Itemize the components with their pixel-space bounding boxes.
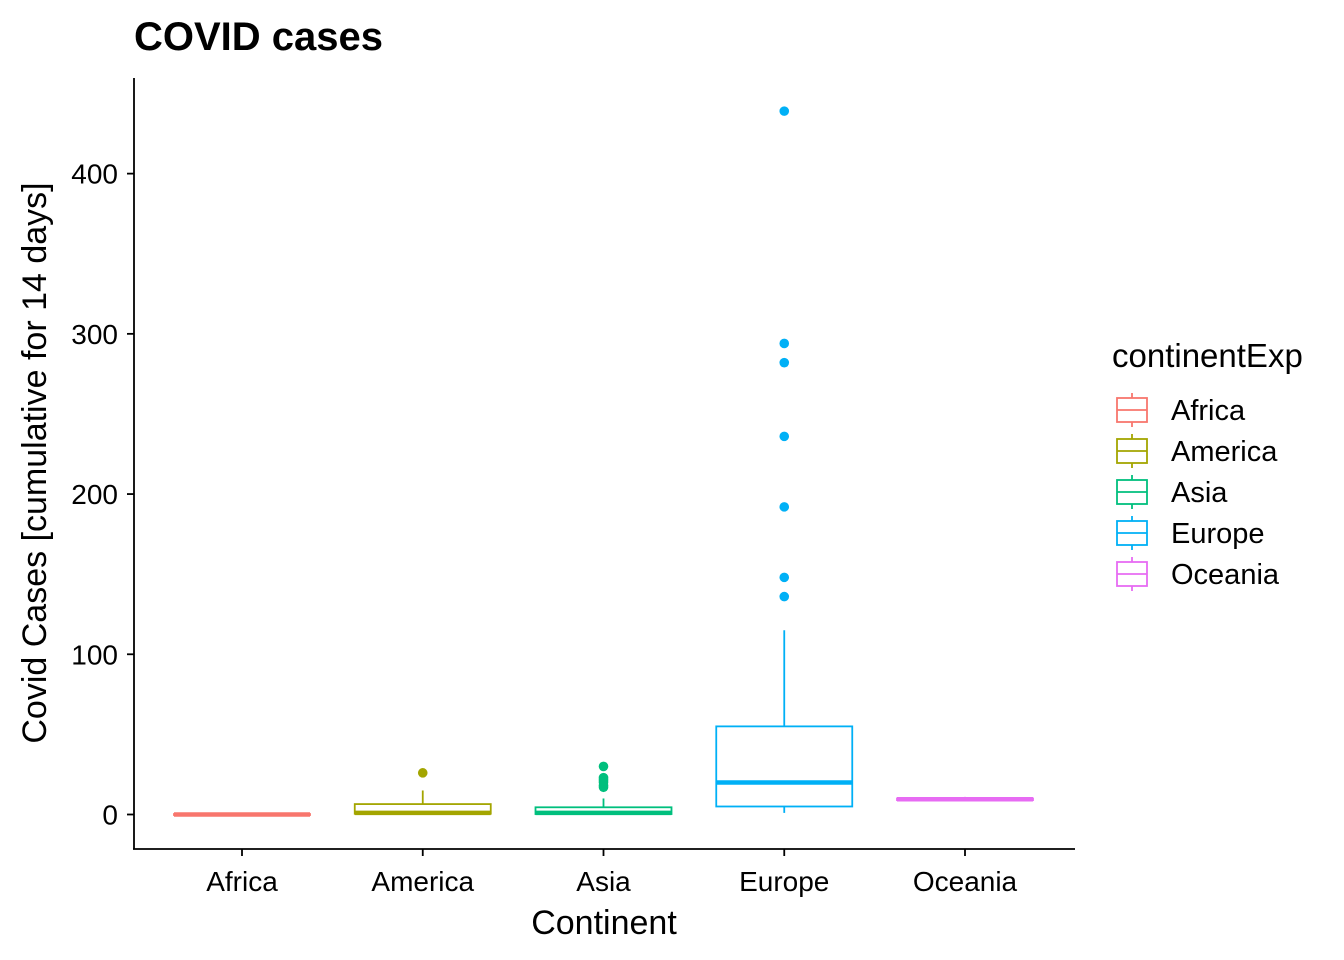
x-tick-label: Africa [206,866,278,897]
box-oceania [896,796,1034,802]
box-iqr [715,725,854,808]
outlier-point [779,338,790,349]
y-tick-label: 300 [71,319,118,350]
outlier-point [779,591,790,602]
y-tick-label: 200 [71,479,118,510]
outlier-point [779,431,790,442]
legend-label: Oceania [1171,559,1280,591]
box-africa [173,812,311,817]
y-axis-title: Covid Cases [cumulative for 14 days] [16,182,54,743]
outlier-point [779,106,790,116]
box-america [353,768,492,816]
outlier-point [598,772,609,783]
legend-label: America [1171,436,1278,468]
legend-item-oceania: Oceania [1116,557,1280,591]
legend-label: Asia [1171,477,1228,509]
y-axis-ticks: 0 100 200 300 400 [71,159,134,831]
legend: continentExp Africa America Asia Europe Ocea… [1112,337,1303,591]
legend-label: Africa [1171,395,1246,427]
legend-item-america: America [1116,434,1278,468]
outlier-point [779,572,790,583]
y-tick-label: 100 [71,639,118,670]
y-tick-label: 0 [102,800,118,831]
x-tick-label: Oceania [913,866,1018,897]
chart-title: COVID cases [134,15,383,59]
x-axis-title: Continent [531,904,677,942]
legend-item-europe: Europe [1116,516,1265,550]
legend-label: Europe [1171,518,1265,550]
outlier-point [779,502,790,512]
outlier-point [598,761,609,772]
outlier-point [779,357,790,368]
legend-item-asia: Asia [1116,475,1228,509]
legend-title: continentExp [1112,337,1303,374]
legend-item-africa: Africa [1116,393,1246,427]
y-tick-label: 400 [71,159,118,190]
box-asia [534,761,673,816]
box-europe [715,106,854,813]
outlier-point [417,768,428,778]
x-axis-ticks: Africa America Asia Europe Oceania [206,849,1018,897]
plot-area [173,106,1034,817]
x-tick-label: Asia [576,866,631,897]
x-tick-label: America [371,866,474,897]
x-tick-label: Europe [739,866,829,897]
